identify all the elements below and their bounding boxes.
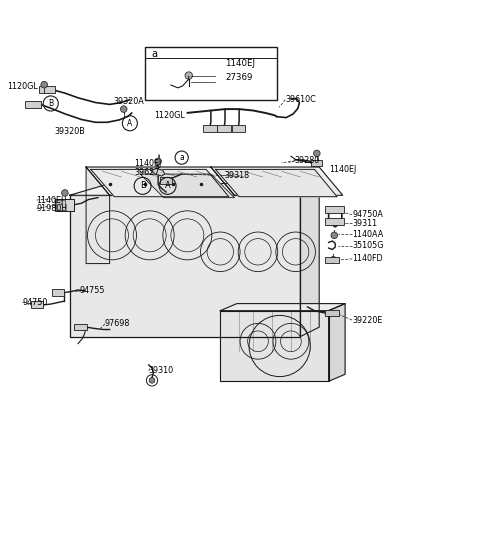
Polygon shape [91,169,229,197]
Bar [74,324,86,330]
Text: 1140EJ: 1140EJ [134,159,162,168]
Bar [311,160,323,166]
Text: a: a [152,49,157,59]
Text: 1120GL: 1120GL [155,111,185,120]
Text: 1140FD: 1140FD [352,254,383,263]
Bar [57,199,65,210]
Text: 91980H: 91980H [36,204,68,213]
Circle shape [149,377,155,383]
Text: 39320A: 39320A [113,97,144,106]
Polygon shape [140,174,234,198]
Bar [204,125,216,132]
Text: B: B [48,99,53,108]
Bar [145,47,277,100]
Polygon shape [86,167,109,264]
Text: 39280: 39280 [295,156,320,165]
Text: 39610C: 39610C [285,95,316,104]
Circle shape [185,72,192,79]
Circle shape [41,81,48,88]
Polygon shape [70,183,319,195]
Text: 94755: 94755 [79,287,105,295]
Circle shape [330,257,336,263]
Text: a: a [180,153,184,162]
Text: 97698: 97698 [105,319,130,328]
Text: 35105G: 35105G [352,241,384,250]
Polygon shape [211,167,343,195]
Text: 1140AA: 1140AA [352,230,384,239]
Bar [325,218,344,225]
Circle shape [313,150,320,157]
Circle shape [155,158,161,165]
Text: 39220E: 39220E [352,316,383,324]
Text: 1140EJ: 1140EJ [225,60,255,68]
Bar [325,310,339,316]
Bar [325,257,339,263]
Text: 1140EJ: 1140EJ [36,195,64,205]
Text: A: A [165,181,170,191]
Circle shape [61,189,68,196]
Bar [160,177,172,183]
Polygon shape [220,304,345,311]
Bar [52,289,64,295]
Text: 39310: 39310 [149,366,174,376]
Bar [231,125,245,132]
Bar [325,206,344,213]
Text: 1140EJ: 1140EJ [330,165,357,174]
Text: B: B [140,181,145,191]
Text: 94750: 94750 [23,298,48,307]
Bar [39,86,55,93]
Text: 39627: 39627 [134,168,160,177]
Text: 94750A: 94750A [352,210,383,219]
Bar [217,125,231,132]
Text: A: A [127,118,132,128]
Circle shape [120,106,127,112]
Text: 39320B: 39320B [55,127,85,136]
Text: 27369: 27369 [225,73,252,81]
Polygon shape [220,311,329,381]
Text: 39311: 39311 [352,218,377,228]
Circle shape [331,232,337,239]
Polygon shape [300,183,319,336]
Polygon shape [86,167,234,195]
Bar [25,100,41,108]
Polygon shape [70,195,300,336]
Polygon shape [216,169,337,197]
Polygon shape [329,304,345,381]
Text: 1120GL: 1120GL [7,81,37,91]
Bar [56,199,74,211]
Bar [31,301,43,308]
Polygon shape [151,169,165,176]
Text: 39318: 39318 [224,171,249,180]
